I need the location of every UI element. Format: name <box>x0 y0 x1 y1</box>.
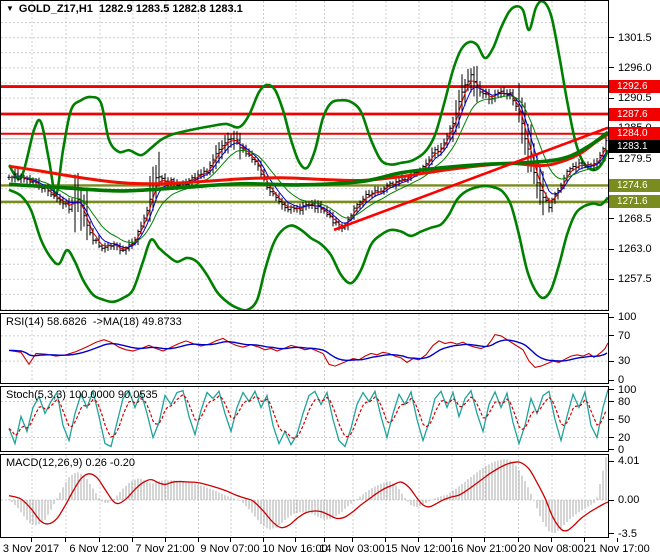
stochastic-chart[interactable] <box>1 387 608 451</box>
time-label: 16 Nov 21:00 <box>451 543 517 555</box>
macd-signal-line <box>8 461 608 532</box>
stoch-tick-dash <box>609 449 614 450</box>
macd-tick: 4.01 <box>618 455 640 468</box>
macd-tick-dash <box>609 460 614 462</box>
time-tick <box>132 538 133 542</box>
price-tick: 1279.5 <box>618 152 652 165</box>
time-tick <box>65 538 66 542</box>
macd-tick-dash <box>609 499 614 501</box>
slow-ma-green-line <box>8 130 608 193</box>
time-tick <box>385 538 386 542</box>
resistance-price-tag[interactable]: 1287.6 <box>609 107 660 121</box>
symbol-dropdown-icon[interactable]: ▼ <box>6 4 14 13</box>
stochastic-indicator-panel[interactable]: Stoch(5,3,3) 100.0000 90.0535 <box>0 386 609 452</box>
ema-mid-line <box>8 86 607 249</box>
stoch-tick: 50 <box>618 413 631 426</box>
time-label: 6 Nov 12:00 <box>69 543 129 555</box>
price-tick: 1301.5 <box>618 31 652 44</box>
price-axis: 1301.51296.01290.51285.01279.51274.01268… <box>609 0 660 560</box>
time-label: 3 Nov 2017 <box>2 543 60 555</box>
main-price-chart-panel[interactable]: ▼ GOLD_Z17,H1 1282.9 1283.5 1282.8 1283.1 <box>0 0 609 311</box>
price-tick-dash <box>609 248 614 250</box>
rsi-tick-dash <box>609 335 614 337</box>
stoch-tick: 0 <box>618 443 625 456</box>
resistance-price-tag[interactable]: 1284.0 <box>609 127 660 141</box>
rsi-tick-dash <box>609 316 614 318</box>
current-price-tag: 1283.1 <box>609 140 660 154</box>
rsi-tick: 100 <box>618 311 637 323</box>
support-price-tag[interactable]: 1274.6 <box>609 178 660 192</box>
stoch-tick-dash <box>609 419 614 420</box>
time-tick <box>295 538 296 542</box>
time-label: 9 Nov 07:00 <box>200 543 260 555</box>
time-label: 20 Nov 08:00 <box>518 543 584 555</box>
macd-label: MACD(12,26,9) 0.26 -0.20 <box>6 457 136 469</box>
rsi-chart[interactable] <box>1 314 608 383</box>
time-tick <box>418 538 419 542</box>
time-tick <box>197 538 199 542</box>
resistance-price-tag[interactable]: 1292.6 <box>609 80 660 94</box>
rsi-ma-line <box>9 339 608 362</box>
symbol-ohlc-text: GOLD_Z17,H1 1282.9 1283.5 1282.8 1283.1 <box>18 3 243 15</box>
price-tick-dash <box>609 37 614 39</box>
macd-tick: -3.5 <box>618 527 637 540</box>
price-tick: 1296.0 <box>618 61 652 74</box>
time-label: 14 Nov 03:00 <box>319 543 385 555</box>
rsi-tick: 30 <box>618 355 631 368</box>
main-price-chart[interactable] <box>1 1 608 310</box>
rsi-label: RSI(14) 58.6826 ->MA(18) 49.8733 <box>6 316 182 328</box>
time-tick <box>451 538 452 542</box>
chart-title: ▼ GOLD_Z17,H1 1282.9 1283.5 1282.8 1283.1 <box>6 3 243 15</box>
time-tick <box>617 538 618 542</box>
support-price-tag[interactable]: 1271.6 <box>609 195 660 209</box>
stoch-tick: 80 <box>618 395 631 408</box>
band-lower-line <box>8 184 608 310</box>
macd-tick-dash <box>609 533 614 535</box>
time-tick <box>484 538 485 542</box>
band-upper-line <box>7 1 608 197</box>
macd-indicator-panel[interactable]: MACD(12,26,9) 0.26 -0.20 <box>0 454 609 538</box>
time-tick <box>323 538 325 542</box>
stochastic-label: Stoch(5,3,3) 100.0000 90.0535 <box>6 389 158 401</box>
macd-tick: 0.00 <box>618 494 640 506</box>
price-tick-dash <box>609 97 614 99</box>
stoch-tick-dash <box>609 389 614 390</box>
stochastic-k-line <box>8 389 608 448</box>
price-tick-dash <box>609 278 614 280</box>
stoch-tick: 20 <box>618 431 631 444</box>
time-tick <box>352 538 353 542</box>
price-tick: 1263.0 <box>618 243 652 256</box>
price-tick: 1290.5 <box>618 92 652 105</box>
time-tick <box>230 538 231 542</box>
time-tick <box>584 538 585 542</box>
price-tick-dash <box>609 218 614 220</box>
rsi-tick-dash <box>609 379 614 381</box>
time-tick <box>31 538 32 542</box>
rsi-tick: 0 <box>618 374 625 386</box>
rsi-indicator-panel[interactable]: RSI(14) 58.6826 ->MA(18) 49.8733 <box>0 313 609 384</box>
time-label: 21 Nov 17:00 <box>584 543 650 555</box>
time-label: 15 Nov 12:00 <box>385 543 451 555</box>
rsi-tick: 70 <box>618 329 631 342</box>
stochastic-d-line <box>8 393 607 439</box>
time-label: 10 Nov 16:00 <box>262 543 328 555</box>
time-tick <box>99 538 100 542</box>
rsi-tick-dash <box>609 360 614 362</box>
stoch-tick-dash <box>609 437 614 438</box>
ascending-trendline[interactable] <box>333 126 608 232</box>
time-tick <box>551 538 552 542</box>
price-tick-dash <box>609 158 614 159</box>
time-tick <box>165 538 166 542</box>
stoch-tick: 100 <box>618 383 637 396</box>
macd-chart[interactable] <box>1 455 608 537</box>
time-label: 7 Nov 21:00 <box>135 543 195 555</box>
time-tick <box>517 538 519 542</box>
stoch-tick-dash <box>609 401 614 402</box>
price-tick: 1257.5 <box>618 273 652 286</box>
price-tick: 1268.5 <box>618 212 652 225</box>
time-tick <box>262 538 264 542</box>
price-tick-dash <box>609 67 614 69</box>
ema-slow-line <box>8 95 607 244</box>
